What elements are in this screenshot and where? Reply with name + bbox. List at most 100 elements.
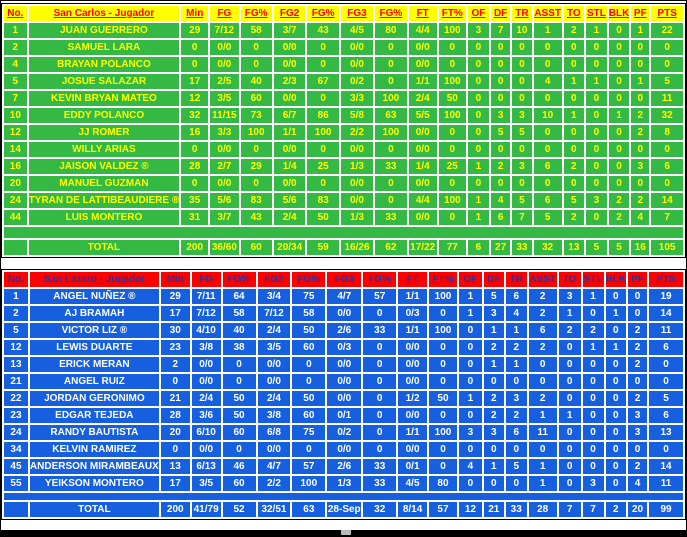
stat-cell[interactable]: 0/0 [408, 125, 437, 140]
stat-cell[interactable]: 0 [375, 74, 407, 89]
stat-cell[interactable]: 0 [605, 391, 627, 406]
total-empty-cell[interactable] [4, 240, 27, 255]
stat-cell[interactable]: 3 [631, 159, 650, 174]
stat-cell[interactable]: 80 [429, 476, 457, 491]
stat-cell[interactable]: 28 [181, 159, 209, 174]
stat-cell[interactable]: 0 [608, 57, 630, 72]
stat-cell[interactable]: 13 [649, 425, 683, 440]
player-name-cell[interactable]: YEIKSON MONTERO [29, 476, 159, 491]
stat-cell[interactable]: 2 [628, 357, 648, 372]
stat-cell[interactable]: 33 [363, 476, 397, 491]
stat-cell[interactable]: 4/7 [257, 459, 291, 474]
stat-cell[interactable]: 0 [458, 323, 482, 338]
total-stat-cell[interactable]: 105 [651, 240, 683, 255]
stat-cell[interactable]: 2/4 [191, 391, 221, 406]
stat-cell[interactable]: 100 [438, 193, 466, 208]
col-header-fg-1[interactable]: FG [210, 6, 239, 21]
stat-cell[interactable]: 0 [438, 40, 466, 55]
stat-cell[interactable]: 28 [160, 408, 190, 423]
stat-cell[interactable]: 1 [582, 289, 604, 304]
stat-cell[interactable]: 0 [375, 193, 407, 208]
stat-cell[interactable]: 2 [608, 193, 630, 208]
stat-cell[interactable]: 60 [292, 408, 326, 423]
stat-cell[interactable]: 4 [491, 193, 511, 208]
stat-cell[interactable]: 1/1 [273, 125, 306, 140]
stat-cell[interactable]: 4 [533, 74, 562, 89]
stat-cell[interactable]: 0 [558, 340, 581, 355]
stat-cell[interactable]: 4 [628, 476, 648, 491]
stat-cell[interactable]: 0 [558, 357, 581, 372]
stat-cell[interactable]: 0 [651, 40, 683, 55]
stat-cell[interactable]: 0 [533, 40, 562, 55]
stat-cell[interactable]: 0/3 [398, 306, 428, 321]
stat-cell[interactable]: 2 [483, 408, 504, 423]
stat-cell[interactable]: 1 [467, 193, 490, 208]
stat-cell[interactable]: 1 [586, 23, 607, 38]
stat-cell[interactable]: 0 [586, 40, 607, 55]
stat-cell[interactable]: 0 [491, 74, 511, 89]
stat-cell[interactable]: 38 [222, 340, 256, 355]
stat-cell[interactable]: 75 [292, 289, 326, 304]
total-stat-cell[interactable]: 33 [505, 502, 527, 517]
stat-cell[interactable]: 0/0 [340, 193, 374, 208]
stat-cell[interactable]: 57 [363, 289, 397, 304]
stat-cell[interactable]: 0 [512, 40, 532, 55]
stat-cell[interactable]: 0 [438, 57, 466, 72]
stat-cell[interactable]: 0/0 [273, 142, 306, 157]
total-stat-cell[interactable]: 28 [528, 502, 557, 517]
stat-cell[interactable]: 0 [375, 176, 407, 191]
row-number-cell[interactable]: 2 [4, 306, 28, 321]
stat-cell[interactable]: 0 [558, 391, 581, 406]
stat-cell[interactable]: 0 [505, 476, 527, 491]
stat-cell[interactable]: 4 [505, 306, 527, 321]
stat-cell[interactable]: 67 [307, 74, 339, 89]
total-stat-cell[interactable]: 2 [605, 502, 627, 517]
stat-cell[interactable]: 6 [491, 210, 511, 225]
stat-cell[interactable]: 5/6 [273, 193, 306, 208]
stat-cell[interactable]: 0 [363, 357, 397, 372]
stat-cell[interactable]: 0 [181, 142, 209, 157]
total-stat-cell[interactable]: 62 [375, 240, 407, 255]
stat-cell[interactable]: 4/4 [408, 23, 437, 38]
row-number-cell[interactable]: 24 [4, 193, 27, 208]
stat-cell[interactable]: 1 [558, 306, 581, 321]
row-number-cell[interactable]: 12 [4, 340, 28, 355]
stat-cell[interactable]: 2/4 [257, 323, 291, 338]
stat-cell[interactable]: 2/2 [340, 125, 374, 140]
col-header-fg-2[interactable]: FG% [240, 6, 272, 21]
stat-cell[interactable]: 8 [651, 125, 683, 140]
stat-cell[interactable]: 0 [429, 408, 457, 423]
stat-cell[interactable]: 1 [631, 23, 650, 38]
stat-cell[interactable]: 2 [628, 340, 648, 355]
row-number-cell[interactable]: 1 [4, 289, 28, 304]
stat-cell[interactable]: 0 [649, 374, 683, 389]
stat-cell[interactable]: 1 [563, 74, 585, 89]
total-stat-cell[interactable]: 200 [181, 240, 209, 255]
stat-cell[interactable]: 6 [533, 159, 562, 174]
row-number-cell[interactable]: 55 [4, 476, 28, 491]
stat-cell[interactable]: 0 [586, 125, 607, 140]
total-stat-cell[interactable]: 32/51 [257, 502, 291, 517]
stat-cell[interactable]: 3 [628, 408, 648, 423]
stat-cell[interactable]: 2 [631, 125, 650, 140]
stat-cell[interactable]: 2 [505, 408, 527, 423]
col-header-stl-14[interactable]: STL [582, 272, 604, 287]
stat-cell[interactable]: 0 [363, 340, 397, 355]
row-number-cell[interactable]: 5 [4, 323, 28, 338]
col-header-to-13[interactable]: TO [563, 6, 585, 21]
stat-cell[interactable]: 14 [649, 459, 683, 474]
stat-cell[interactable]: 0 [533, 91, 562, 106]
col-header-df-10[interactable]: DF [483, 272, 504, 287]
col-header-fg2-3[interactable]: FG2 [257, 272, 291, 287]
stat-cell[interactable]: 0 [438, 125, 466, 140]
stat-cell[interactable]: 86 [307, 108, 339, 123]
row-number-cell[interactable]: 14 [4, 142, 27, 157]
total-stat-cell[interactable]: 59 [307, 240, 339, 255]
stat-cell[interactable]: 3/5 [210, 91, 239, 106]
col-header-blk-15[interactable]: BLK [608, 6, 630, 21]
stat-cell[interactable]: 0 [429, 357, 457, 372]
row-number-cell[interactable]: 5 [4, 74, 27, 89]
col-header-pf-16[interactable]: PF [628, 272, 648, 287]
stat-cell[interactable]: 0 [240, 40, 272, 55]
stat-cell[interactable]: 0 [458, 476, 482, 491]
